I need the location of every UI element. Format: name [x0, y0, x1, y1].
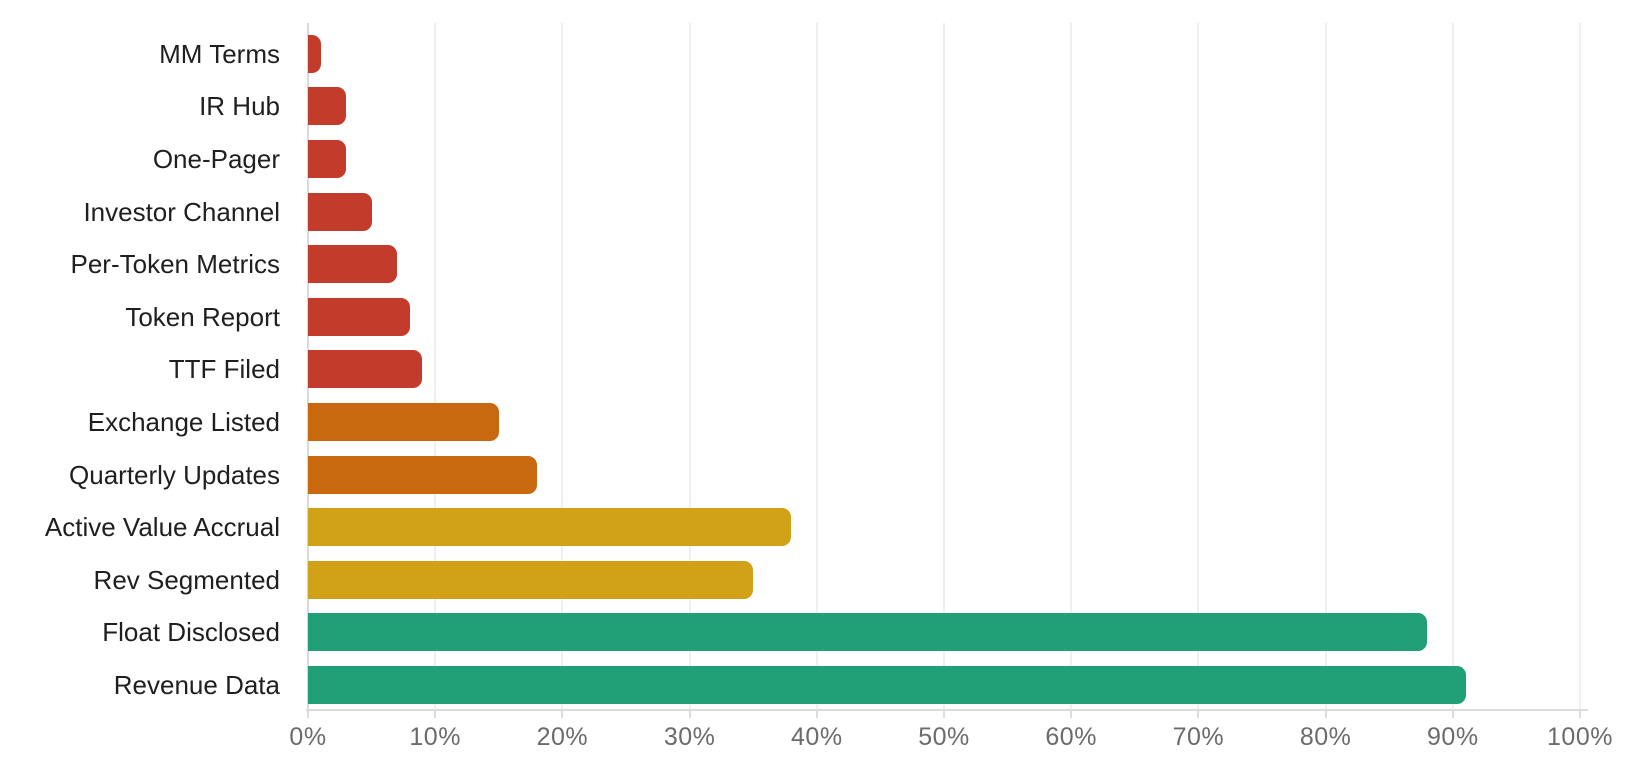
x-tick-label: 90%	[1427, 723, 1479, 751]
gridline-30	[688, 23, 691, 709]
x-tick-mark	[1324, 709, 1327, 718]
gridline-60	[1070, 23, 1073, 709]
x-tick-label: 10%	[409, 723, 461, 751]
category-label-active-value-accrual: Active Value Accrual	[44, 512, 280, 543]
category-label-exchange-listed: Exchange Listed	[87, 407, 280, 437]
category-label-rev-segmented: Rev Segmented	[93, 564, 280, 595]
bar-one-pager	[308, 140, 347, 178]
x-tick-label: 20%	[536, 723, 589, 751]
x-tick-label: 100%	[1547, 723, 1613, 751]
x-tick-mark	[307, 709, 309, 718]
x-tick-mark	[1579, 709, 1581, 718]
x-tick-label: 30%	[663, 723, 716, 751]
category-label-revenue-data: Revenue Data	[113, 670, 280, 700]
x-tick-label: 70%	[1172, 723, 1225, 751]
bar-float-disclosed	[308, 613, 1428, 652]
bar-rev-segmented	[308, 560, 754, 599]
gridline-100	[1579, 23, 1581, 709]
x-tick-mark	[688, 709, 691, 718]
x-tick-mark	[815, 709, 818, 718]
x-tick-label: 50%	[918, 723, 970, 751]
x-axis-line	[306, 709, 1588, 711]
bar-ir-hub	[308, 87, 347, 126]
bar-revenue-data	[308, 666, 1466, 704]
bar-active-value-accrual	[308, 508, 792, 547]
category-label-ttf-filed: TTF Filed	[168, 354, 280, 385]
gridline-10	[434, 23, 437, 709]
category-label-ir-hub: IR Hub	[199, 91, 280, 122]
x-tick-label: 40%	[791, 723, 843, 751]
bar-investor-channel	[308, 192, 372, 231]
x-tick-mark	[943, 709, 945, 718]
x-tick-mark	[1197, 709, 1200, 718]
gridline-80	[1324, 23, 1327, 709]
bar-exchange-listed	[308, 403, 499, 441]
category-label-mm-terms: MM Terms	[159, 38, 280, 69]
gridline-50	[943, 23, 945, 709]
category-label-quarterly-updates: Quarterly Updates	[69, 459, 280, 490]
x-tick-mark	[561, 709, 564, 718]
bar-ttf-filed	[308, 350, 423, 389]
gridline-20	[561, 23, 564, 709]
category-label-one-pager: One-Pager	[152, 144, 280, 174]
x-tick-mark	[434, 709, 437, 718]
x-tick-label: 60%	[1045, 723, 1097, 751]
gridline-90	[1451, 23, 1454, 709]
bar-token-report	[308, 297, 410, 336]
category-label-float-disclosed: Float Disclosed	[102, 617, 280, 648]
gridline-40	[815, 23, 818, 709]
gridline-70	[1197, 23, 1200, 709]
x-tick-label: 0%	[289, 723, 327, 751]
x-tick-label: 80%	[1299, 723, 1352, 751]
x-tick-mark	[1070, 709, 1073, 718]
bar-quarterly-updates	[308, 455, 537, 494]
category-label-token-report: Token Report	[125, 301, 280, 332]
x-tick-mark	[1451, 709, 1454, 718]
category-label-investor-channel: Investor Channel	[83, 196, 280, 227]
bar-mm-terms	[308, 34, 321, 73]
category-label-per-token-metrics: Per-Token Metrics	[70, 249, 281, 280]
bar-per-token-metrics	[308, 245, 398, 284]
